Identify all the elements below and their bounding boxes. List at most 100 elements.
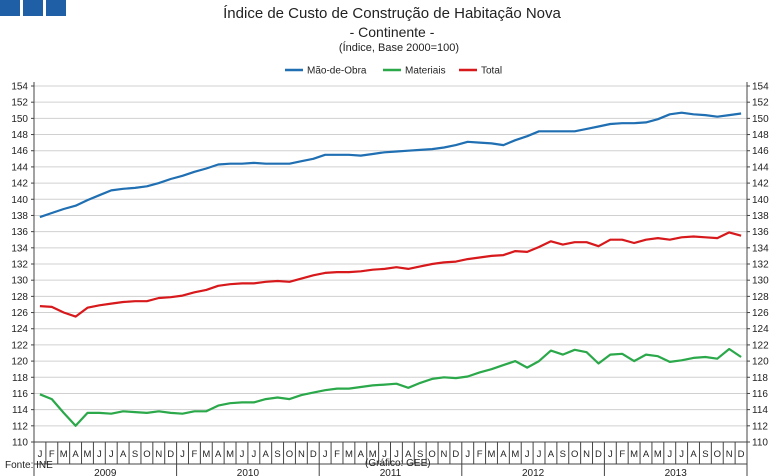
y-tick-label-right: 150	[752, 114, 769, 125]
x-month-label: M	[60, 449, 68, 460]
x-month-label: J	[608, 449, 613, 460]
x-month-label: M	[345, 449, 353, 460]
x-month-label: O	[714, 449, 721, 460]
brand-square-3	[46, 0, 66, 16]
x-month-label: O	[428, 449, 435, 460]
x-month-label: J	[180, 449, 185, 460]
x-month-label: S	[417, 449, 423, 460]
y-tick-label-left: 120	[11, 357, 28, 368]
y-tick-label-left: 134	[11, 243, 28, 254]
y-tick-label-left: 154	[11, 82, 28, 93]
x-month-label: J	[667, 449, 672, 460]
x-month-label: A	[120, 449, 127, 460]
x-year-label: 2009	[94, 468, 117, 476]
x-month-label: J	[679, 449, 684, 460]
y-tick-label-left: 124	[11, 324, 28, 335]
legend: Mão-de-Obra Materiais Total	[285, 66, 502, 77]
x-month-label: J	[97, 449, 102, 460]
x-month-label: A	[358, 449, 365, 460]
x-month-label: D	[452, 449, 459, 460]
y-tick-label-left: 126	[11, 308, 28, 319]
x-month-label: A	[263, 449, 270, 460]
x-month-label: M	[654, 449, 662, 460]
x-month-label: N	[441, 449, 448, 460]
x-month-label: O	[571, 449, 578, 460]
x-year-label: 2010	[237, 468, 260, 476]
x-month-label: J	[394, 449, 399, 460]
y-tick-label-left: 132	[11, 260, 28, 271]
y-tick-label-right: 140	[752, 195, 769, 206]
y-tick-label-right: 126	[752, 308, 769, 319]
x-month-label: N	[583, 449, 590, 460]
y-tick-label-left: 140	[11, 195, 28, 206]
chart-title: Índice de Custo de Construção de Habitaç…	[223, 5, 561, 22]
x-month-label: A	[500, 449, 507, 460]
y-tick-label-left: 118	[12, 373, 28, 384]
x-month-label: M	[84, 449, 92, 460]
y-tick-label-right: 112	[752, 421, 768, 432]
x-month-label: N	[726, 449, 733, 460]
y-tick-label-right: 124	[752, 324, 769, 335]
y-tick-label-right: 152	[752, 98, 769, 109]
x-month-label: A	[215, 449, 222, 460]
legend-label-0: Mão-de-Obra	[307, 66, 367, 77]
x-month-label: M	[511, 449, 519, 460]
x-month-label: O	[143, 449, 150, 460]
brand-square-1	[0, 0, 20, 16]
x-month-label: A	[405, 449, 412, 460]
x-month-label: J	[323, 449, 328, 460]
y-tick-label-left: 128	[11, 292, 28, 303]
x-month-label: J	[38, 449, 43, 460]
y-tick-label-left: 142	[11, 179, 28, 190]
y-tick-label-right: 118	[752, 373, 768, 384]
y-tick-label-right: 144	[752, 162, 769, 173]
x-month-label: N	[298, 449, 305, 460]
y-tick-label-right: 146	[752, 146, 769, 157]
x-month-label: J	[382, 449, 387, 460]
y-tick-label-left: 150	[11, 114, 28, 125]
y-tick-label-right: 154	[752, 82, 769, 93]
x-month-label: S	[274, 449, 280, 460]
x-month-label: M	[630, 449, 638, 460]
brand-square-2	[23, 0, 43, 16]
x-month-label: J	[537, 449, 542, 460]
x-month-label: M	[488, 449, 496, 460]
y-tick-label-right: 122	[752, 340, 769, 351]
y-tick-label-left: 136	[11, 227, 28, 238]
x-month-label: F	[334, 449, 340, 460]
legend-label-1: Materiais	[405, 66, 446, 77]
y-tick-label-right: 132	[752, 260, 769, 271]
x-month-label: J	[109, 449, 114, 460]
y-tick-label-left: 144	[11, 162, 28, 173]
x-month-label: D	[167, 449, 174, 460]
x-month-label: D	[595, 449, 602, 460]
series-line-1	[39, 347, 742, 427]
series-line-2	[39, 231, 742, 318]
y-tick-label-left: 152	[11, 98, 28, 109]
x-month-label: F	[192, 449, 198, 460]
x-year-label: 2012	[522, 468, 545, 476]
y-tick-label-left: 146	[11, 146, 28, 157]
x-month-label: N	[155, 449, 162, 460]
credit-note: (Gráfico: GEE)	[365, 458, 431, 469]
x-month-label: F	[477, 449, 483, 460]
y-tick-label-left: 122	[11, 340, 28, 351]
y-tick-label-right: 116	[752, 389, 768, 400]
y-tick-label-right: 134	[752, 243, 769, 254]
y-tick-label-right: 148	[752, 130, 769, 141]
x-month-label: M	[369, 449, 377, 460]
y-tick-label-left: 114	[12, 405, 28, 416]
x-month-label: D	[310, 449, 317, 460]
y-tick-label-left: 112	[12, 421, 28, 432]
legend-label-2: Total	[481, 66, 502, 77]
y-tick-label-right: 142	[752, 179, 769, 190]
x-month-label: F	[49, 449, 55, 460]
x-month-label: A	[72, 449, 79, 460]
grid	[34, 85, 747, 443]
series-group	[39, 111, 742, 427]
y-tick-label-right: 128	[752, 292, 769, 303]
y-tick-label-right: 110	[752, 438, 768, 449]
x-month-label: S	[560, 449, 566, 460]
x-year-label: 2011	[380, 468, 402, 476]
